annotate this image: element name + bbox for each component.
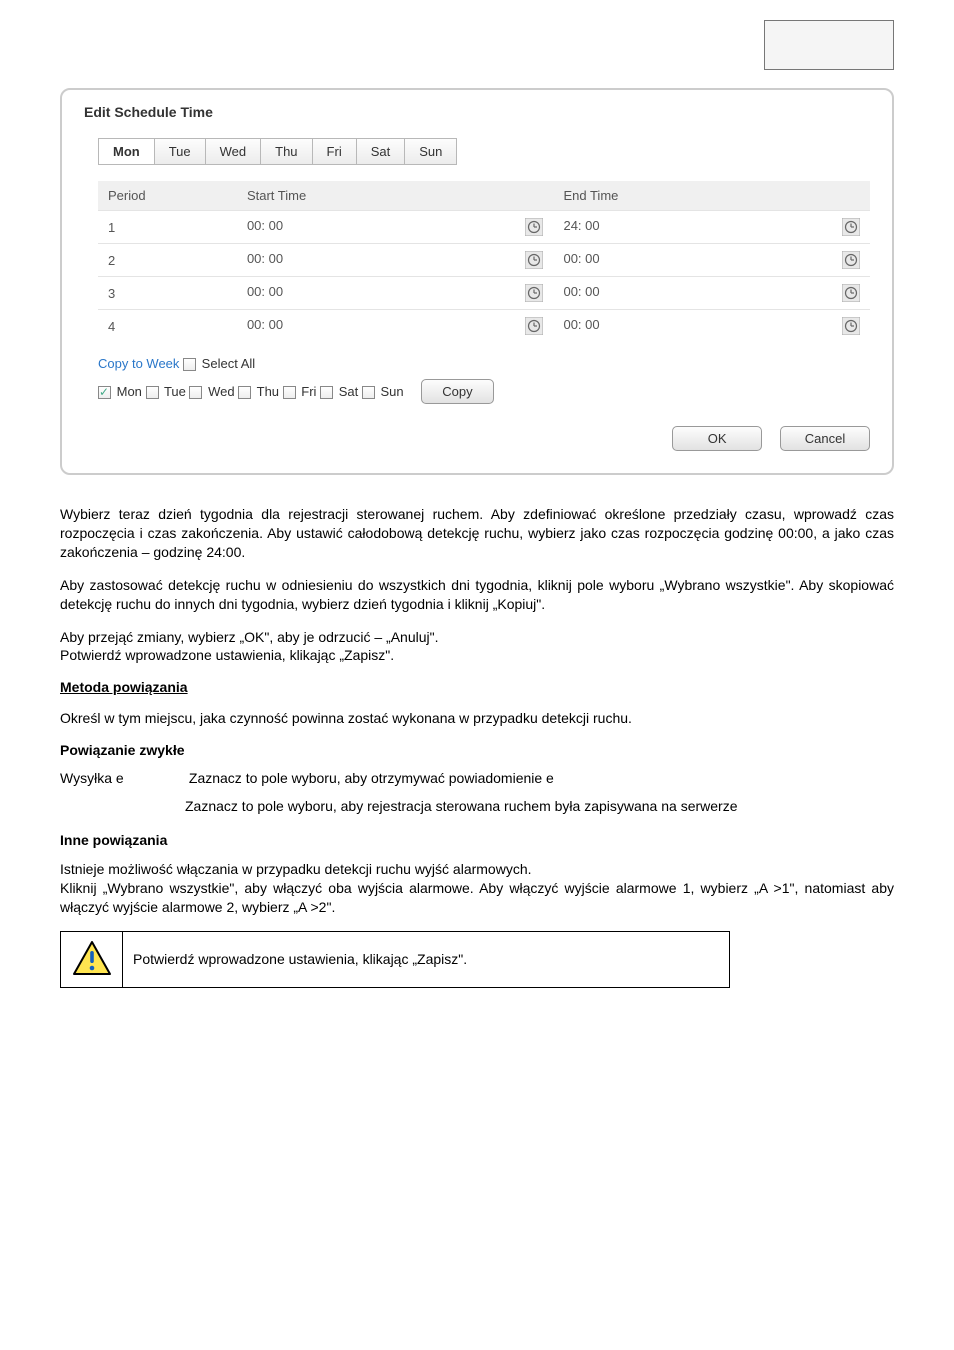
clock-icon[interactable]	[525, 284, 543, 302]
definition-row: Wysyłka e Zaznacz to pole wyboru, aby ot…	[60, 770, 894, 786]
copy-to-week-label: Copy to Week	[98, 356, 179, 371]
start-time-cell[interactable]: 00: 00	[237, 310, 554, 343]
start-time-cell[interactable]: 00: 00	[237, 211, 554, 244]
period-cell: 2	[98, 244, 237, 277]
col-start: Start Time	[237, 181, 554, 211]
end-time-value: 24: 00	[563, 218, 599, 233]
copy-day-sat-checkbox[interactable]	[320, 386, 333, 399]
note-text: Potwierdź wprowadzone ustawienia, klikaj…	[123, 931, 730, 987]
tab-mon[interactable]: Mon	[98, 138, 155, 165]
clock-icon[interactable]	[842, 251, 860, 269]
copy-day-label: Thu	[257, 384, 279, 399]
clock-icon[interactable]	[842, 218, 860, 236]
copy-day-mon-checkbox[interactable]	[98, 386, 111, 399]
copy-button[interactable]: Copy	[421, 379, 493, 404]
start-time-value: 00: 00	[247, 284, 283, 299]
clock-icon[interactable]	[842, 317, 860, 335]
end-time-cell[interactable]: 00: 00	[553, 277, 870, 310]
col-period: Period	[98, 181, 237, 211]
clock-icon[interactable]	[525, 218, 543, 236]
copy-day-thu-checkbox[interactable]	[238, 386, 251, 399]
start-time-value: 00: 00	[247, 251, 283, 266]
table-row: 4 00: 00 00: 00	[98, 310, 870, 343]
copy-to-week-line: Copy to Week Select All	[98, 356, 870, 371]
end-time-value: 00: 00	[563, 317, 599, 332]
end-time-value: 00: 00	[563, 284, 599, 299]
clock-icon[interactable]	[525, 251, 543, 269]
sub-heading: Inne powiązania	[60, 832, 894, 848]
start-time-cell[interactable]: 00: 00	[237, 244, 554, 277]
day-tabs: Mon Tue Wed Thu Fri Sat Sun	[98, 138, 870, 165]
tab-sun[interactable]: Sun	[404, 138, 457, 165]
col-end: End Time	[553, 181, 870, 211]
paragraph: Wybierz teraz dzień tygodnia dla rejestr…	[60, 505, 894, 562]
table-row: 1 00: 00 24: 00	[98, 211, 870, 244]
start-time-cell[interactable]: 00: 00	[237, 277, 554, 310]
tab-sat[interactable]: Sat	[356, 138, 406, 165]
tab-thu[interactable]: Thu	[260, 138, 312, 165]
table-row: 2 00: 00 00: 00	[98, 244, 870, 277]
copy-day-label: Sat	[339, 384, 359, 399]
definition-label: Wysyłka e	[60, 770, 185, 786]
header-placeholder-box	[764, 20, 894, 70]
select-all-checkbox[interactable]	[183, 358, 196, 371]
copy-day-fri-checkbox[interactable]	[283, 386, 296, 399]
paragraph-line: Potwierdź wprowadzone ustawienia, klikaj…	[60, 647, 394, 663]
period-cell: 1	[98, 211, 237, 244]
paragraph: Określ w tym miejscu, jaka czynność powi…	[60, 709, 894, 728]
note-box: Potwierdź wprowadzone ustawienia, klikaj…	[60, 931, 730, 988]
end-time-value: 00: 00	[563, 251, 599, 266]
tab-tue[interactable]: Tue	[154, 138, 206, 165]
copy-day-tue-checkbox[interactable]	[146, 386, 159, 399]
clock-icon[interactable]	[525, 317, 543, 335]
start-time-value: 00: 00	[247, 317, 283, 332]
paragraph-line: Aby przejąć zmiany, wybierz „OK", aby je…	[60, 629, 439, 645]
copy-day-label: Mon	[117, 384, 142, 399]
paragraph-line: Istnieje możliwość włączania w przypadku…	[60, 861, 532, 877]
tab-wed[interactable]: Wed	[205, 138, 262, 165]
paragraph: Istnieje możliwość włączania w przypadku…	[60, 860, 894, 917]
select-all-label: Select All	[202, 356, 255, 371]
period-cell: 4	[98, 310, 237, 343]
paragraph: Aby przejąć zmiany, wybierz „OK", aby je…	[60, 628, 894, 666]
start-time-value: 00: 00	[247, 218, 283, 233]
section-heading: Metoda powiązania	[60, 679, 894, 695]
cancel-button[interactable]: Cancel	[780, 426, 870, 451]
paragraph-line: Kliknij „Wybrano wszystkie", aby włączyć…	[60, 880, 894, 915]
edit-schedule-dialog: Edit Schedule Time Mon Tue Wed Thu Fri S…	[60, 88, 894, 475]
definition-text: Zaznacz to pole wyboru, aby otrzymywać p…	[189, 770, 554, 786]
table-row: 3 00: 00 00: 00	[98, 277, 870, 310]
end-time-cell[interactable]: 00: 00	[553, 244, 870, 277]
copy-day-sun-checkbox[interactable]	[362, 386, 375, 399]
warning-icon	[72, 940, 112, 976]
copy-days-row: Mon Tue Wed Thu Fri Sat Sun Copy	[98, 379, 870, 404]
copy-day-label: Wed	[208, 384, 235, 399]
sub-heading: Powiązanie zwykłe	[60, 742, 894, 758]
copy-day-wed-checkbox[interactable]	[189, 386, 202, 399]
copy-day-label: Fri	[301, 384, 316, 399]
dialog-button-row: OK Cancel	[98, 426, 870, 451]
clock-icon[interactable]	[842, 284, 860, 302]
end-time-cell[interactable]: 00: 00	[553, 310, 870, 343]
period-cell: 3	[98, 277, 237, 310]
schedule-table: Period Start Time End Time 1 00: 00 24:	[98, 181, 870, 342]
end-time-cell[interactable]: 24: 00	[553, 211, 870, 244]
ok-button[interactable]: OK	[672, 426, 762, 451]
copy-day-label: Tue	[164, 384, 186, 399]
note-icon-cell	[61, 931, 123, 987]
paragraph: Aby zastosować detekcję ruchu w odniesie…	[60, 576, 894, 614]
definition-text: Zaznacz to pole wyboru, aby rejestracja …	[185, 798, 738, 814]
copy-day-label: Sun	[380, 384, 403, 399]
dialog-title: Edit Schedule Time	[84, 104, 870, 120]
tab-fri[interactable]: Fri	[312, 138, 357, 165]
definition-row: Zaznacz to pole wyboru, aby rejestracja …	[60, 798, 894, 814]
